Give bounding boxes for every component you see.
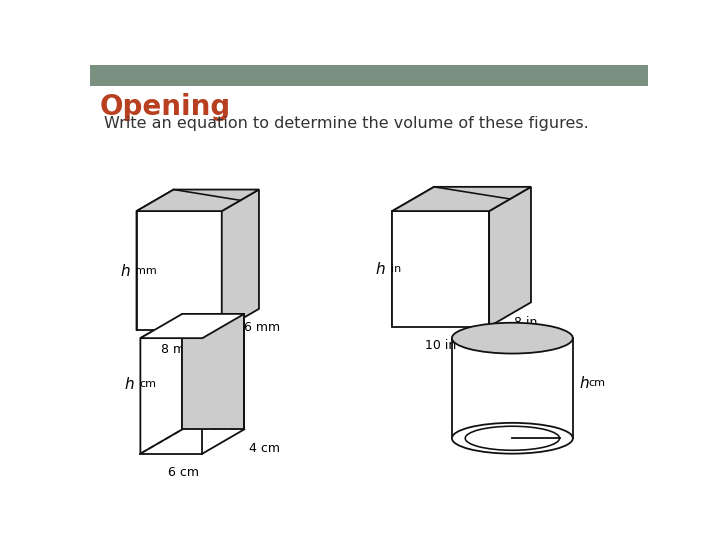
Text: Opening: Opening <box>99 92 230 120</box>
Polygon shape <box>140 314 244 338</box>
Polygon shape <box>137 190 174 330</box>
Text: 10 in: 10 in <box>425 339 456 352</box>
Polygon shape <box>222 190 259 330</box>
Polygon shape <box>137 190 259 211</box>
Text: 4 cm: 4 cm <box>515 441 546 454</box>
Text: $h$: $h$ <box>124 376 134 392</box>
Text: $h$: $h$ <box>375 261 386 277</box>
Ellipse shape <box>452 323 573 354</box>
Text: cm: cm <box>588 378 606 388</box>
Polygon shape <box>489 187 531 327</box>
Text: 6 mm: 6 mm <box>244 321 280 334</box>
Text: mm: mm <box>135 266 157 276</box>
Text: $h$: $h$ <box>579 375 590 391</box>
Text: in: in <box>391 264 401 274</box>
Polygon shape <box>140 314 182 454</box>
Text: $h$: $h$ <box>120 263 130 279</box>
Ellipse shape <box>452 423 573 454</box>
Polygon shape <box>392 187 434 327</box>
Text: 8 in: 8 in <box>514 316 538 329</box>
Polygon shape <box>452 338 573 438</box>
Text: Write an equation to determine the volume of these figures.: Write an equation to determine the volum… <box>104 116 589 131</box>
Polygon shape <box>392 187 531 211</box>
Polygon shape <box>182 314 244 429</box>
Polygon shape <box>392 211 489 327</box>
Polygon shape <box>137 211 222 330</box>
Text: cm: cm <box>140 379 157 389</box>
Text: 4 cm: 4 cm <box>249 442 280 455</box>
Text: 6 cm: 6 cm <box>168 466 199 479</box>
FancyBboxPatch shape <box>90 65 648 86</box>
Text: 8 mm: 8 mm <box>161 343 197 356</box>
